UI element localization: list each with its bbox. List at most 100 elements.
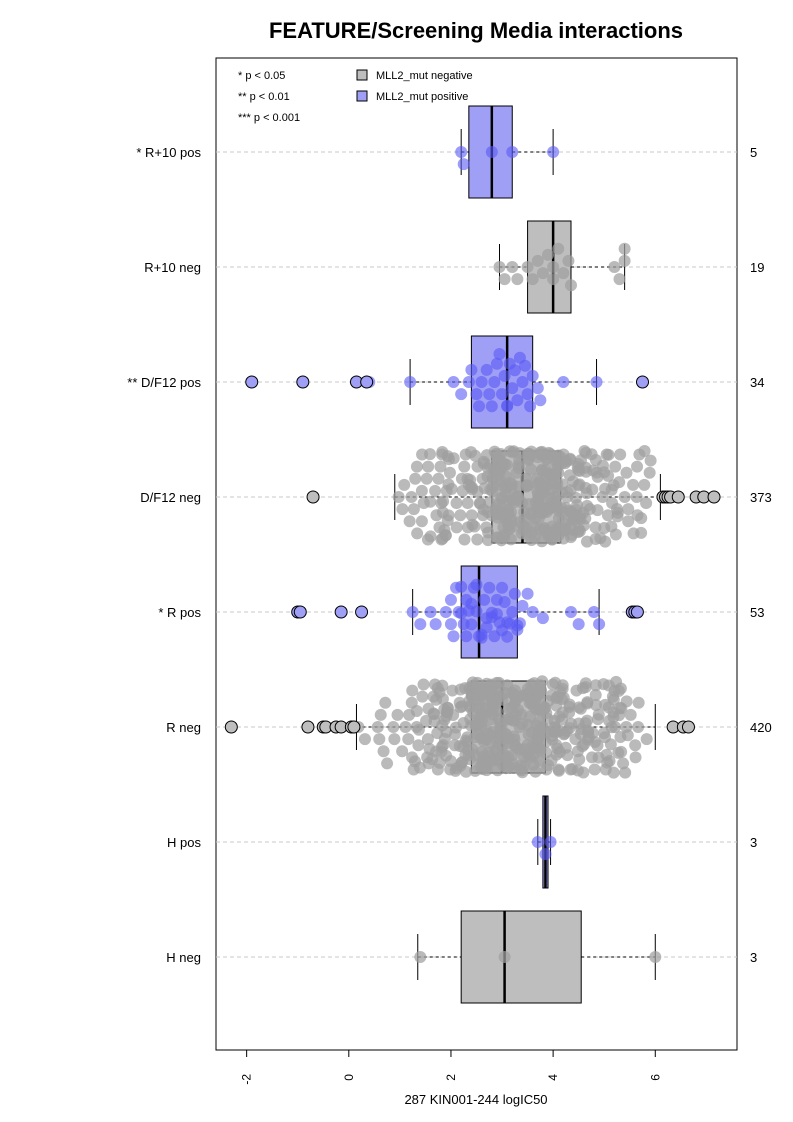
data-point (590, 376, 603, 388)
group-label: R+10 neg (144, 260, 201, 275)
data-point (470, 605, 483, 618)
significance-legend-item: ** p < 0.01 (238, 91, 290, 103)
data-point (521, 587, 534, 600)
box-iqr (460, 910, 582, 1004)
data-point (415, 515, 428, 528)
data-point (429, 618, 442, 631)
data-point (506, 606, 519, 618)
box-layer (355, 105, 661, 1004)
data-point (447, 452, 460, 465)
data-point (468, 520, 481, 533)
data-point (526, 369, 539, 382)
data-point (399, 721, 412, 733)
data-point (412, 723, 425, 736)
data-point (552, 466, 565, 479)
legend-swatch (356, 69, 368, 81)
legend-label: MLL2_mut negative (376, 70, 473, 82)
data-point (587, 606, 600, 618)
data-point (506, 382, 519, 395)
data-point (505, 515, 518, 528)
group-count: 53 (750, 605, 764, 620)
data-point (542, 248, 555, 261)
data-point (562, 254, 575, 267)
data-point (508, 587, 521, 600)
data-point (475, 376, 488, 388)
data-point (531, 836, 544, 848)
data-point (410, 460, 423, 473)
data-point (407, 503, 420, 516)
data-point (614, 682, 627, 695)
x-tick-label: 4 (546, 1074, 560, 1081)
data-point (573, 753, 586, 766)
data-point (506, 261, 519, 273)
data-point (493, 261, 506, 273)
data-point (465, 618, 478, 631)
data-point (638, 445, 651, 458)
data-point (460, 765, 473, 778)
data-point (588, 763, 601, 776)
data-point (496, 581, 509, 594)
data-point (403, 515, 416, 528)
data-point (457, 158, 470, 171)
data-point (631, 460, 644, 473)
data-point (501, 630, 514, 643)
data-point (439, 529, 452, 542)
data-point (458, 533, 471, 546)
data-point (504, 533, 517, 546)
data-point (521, 261, 534, 273)
data-point (586, 726, 599, 739)
data-point (613, 273, 626, 286)
data-point (388, 733, 401, 746)
data-point (498, 595, 511, 608)
group-count: 19 (750, 260, 764, 275)
group-label: ** D/F12 pos (127, 375, 201, 390)
outlier-point (245, 375, 259, 389)
data-point (482, 526, 495, 539)
data-point (465, 363, 478, 376)
chart-title: FEATURE/Screening Media interactions (269, 18, 683, 43)
data-point (406, 606, 419, 618)
data-point (552, 764, 565, 777)
outlier-point (347, 720, 361, 734)
data-point (485, 146, 498, 158)
data-point (513, 617, 526, 630)
group-label: H neg (166, 950, 201, 965)
data-point (511, 394, 524, 407)
data-point (444, 593, 457, 606)
data-point (381, 757, 394, 770)
data-point (447, 376, 460, 388)
data-point (488, 376, 501, 388)
data-point (373, 733, 386, 746)
data-point (414, 618, 427, 631)
data-point (602, 448, 615, 461)
x-tick-label: 2 (444, 1074, 458, 1081)
group-count: 5 (750, 145, 757, 160)
data-point (620, 695, 633, 708)
data-point (581, 714, 594, 727)
data-point (455, 388, 468, 401)
group-count: 420 (750, 720, 772, 735)
data-point (607, 693, 620, 706)
data-point (534, 394, 547, 407)
data-point (473, 400, 486, 413)
data-point (480, 363, 493, 376)
data-point (422, 460, 435, 473)
data-point (611, 506, 624, 519)
group-label: D/F12 neg (140, 490, 201, 505)
data-point (396, 503, 409, 516)
outlier-point (630, 605, 644, 619)
data-point (590, 698, 603, 711)
data-point (561, 749, 574, 762)
data-point (563, 698, 576, 711)
data-point (460, 630, 473, 643)
data-point (524, 463, 537, 476)
group-count: 3 (750, 950, 757, 965)
data-point (579, 677, 592, 690)
data-point (450, 497, 463, 510)
outlier-point (707, 490, 721, 504)
data-point (649, 951, 662, 963)
data-point (493, 348, 506, 361)
data-point (586, 483, 599, 496)
data-point (465, 509, 478, 522)
data-point (432, 472, 445, 485)
